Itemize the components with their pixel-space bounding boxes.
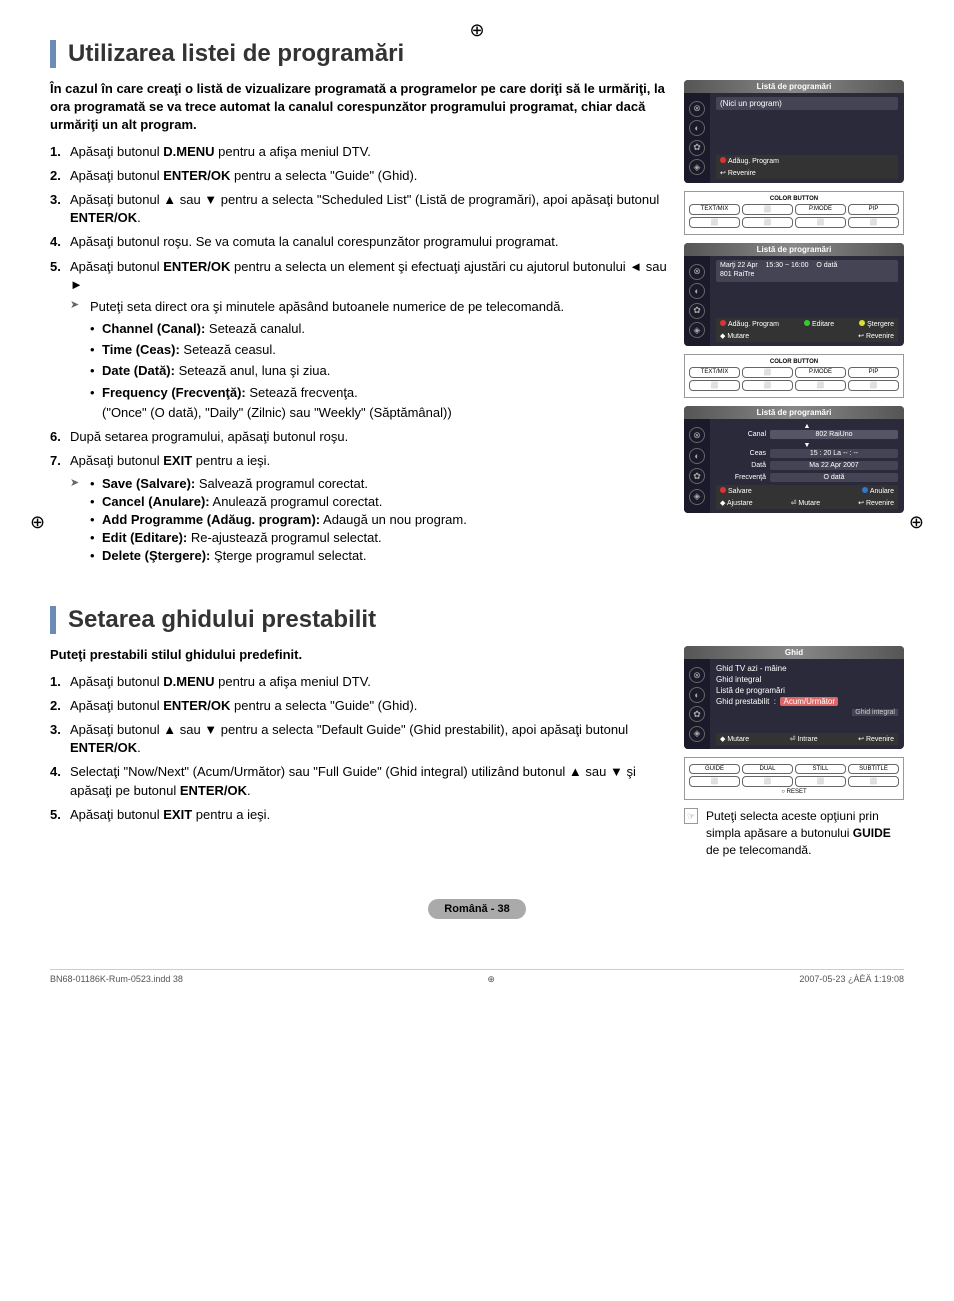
freq-note: ("Once" (O dată), "Daily" (Zilnic) sau "… (102, 404, 669, 422)
step5-note: Puteţi seta direct ora şi minutele apăsâ… (70, 298, 669, 316)
gear-icon: ✿ (689, 140, 705, 156)
gear-icon: ✿ (689, 303, 705, 319)
guide-header: Ghid (684, 646, 904, 659)
remote-partial-1: COLOR BUTTON TEXT/MIX ⬜ P.MODE PIP ⬜ ⬜ ⬜… (684, 191, 904, 235)
crop-mark-top: ⊕ (469, 20, 484, 41)
crop-mark-right: ⊕ (909, 512, 924, 533)
gear-icon: ✿ (689, 706, 705, 722)
tv1-header: Listă de programări (684, 80, 904, 93)
step-7: 7.Apăsaţi butonul EXIT pentru a ieşi. (50, 452, 669, 470)
s2-step-3: 3.Apăsaţi butonul ▲ sau ▼ pentru a selec… (50, 721, 669, 757)
step-4: 4.Apăsaţi butonul roşu. Se va comuta la … (50, 233, 669, 251)
tv-icon: ◐ (689, 283, 705, 299)
remote-r2: ⬜ (742, 217, 793, 228)
crop-mark-left: ⊕ (30, 512, 45, 533)
lang-icon: ◈ (689, 322, 705, 338)
tv-sidebar-3: ⊗ ◐ ✿ ◈ (684, 419, 710, 513)
remote-subtitle-btn: SUBTITLE (848, 764, 899, 774)
tv-screen-1: Listă de programări ⊗ ◐ ✿ ◈ (Nici un pro… (684, 80, 904, 183)
crop-mark-bottom: ⊕ (487, 974, 495, 985)
bullet-date: Date (Dată): Setează anul, luna şi ziua. (90, 362, 669, 380)
lang-icon: ◈ (689, 489, 705, 505)
tv-icon: ◐ (689, 687, 705, 703)
section2-intro: Puteţi prestabili stilul ghidului predef… (50, 646, 669, 664)
bullet-time: Time (Ceas): Setează ceasul. (90, 341, 669, 359)
tv-sidebar-g: ⊗ ◐ ✿ ◈ (684, 659, 710, 749)
section1-intro: În cazul în care creaţi o listă de vizua… (50, 80, 669, 135)
remote-pmode: P.MODE (795, 204, 846, 215)
section1-text: În cazul în care creaţi o listă de vizua… (50, 80, 669, 566)
hint-icon: ☞ (684, 808, 698, 824)
remote-partial-2: COLOR BUTTON TEXT/MIX ⬜ P.MODE PIP ⬜ ⬜ ⬜… (684, 354, 904, 398)
tv-icon: ◐ (689, 448, 705, 464)
bullet-add: Add Programme (Adăug. program): Adaugă u… (90, 512, 669, 527)
footer-filename: BN68-01186K-Rum-0523.indd 38 (50, 974, 183, 985)
remote-guide-btn: GUIDE (689, 764, 740, 774)
guide-hint: ☞ Puteţi selecta aceste opţiuni prin sim… (684, 808, 904, 858)
page-footer: Română - 38 (50, 899, 904, 919)
section2-text: Puteţi prestabili stilul ghidului predef… (50, 646, 669, 858)
remote-r4: ⬜ (848, 217, 899, 228)
section-title-2: Setarea ghidului prestabilit (50, 606, 904, 634)
section-scheduled-list: Utilizarea listei de programări În cazul… (50, 40, 904, 566)
step-5: 5.Apăsaţi butonul ENTER/OK pentru a sele… (50, 258, 669, 423)
remote-dual-btn: DUAL (742, 764, 793, 774)
tv-sidebar: ⊗ ◐ ✿ ◈ (684, 93, 710, 183)
footer-timestamp: 2007-05-23 ¿ÀÈÄ 1:19:08 (799, 974, 904, 985)
tv-screen-guide: Ghid ⊗ ◐ ✿ ◈ Ghid TV azi - mâine Ghid in… (684, 646, 904, 749)
color-button-label: COLOR BUTTON (689, 196, 899, 202)
section-title-1: Utilizarea listei de programări (50, 40, 904, 68)
bullet-cancel: Cancel (Anulare): Anulează programul cor… (90, 494, 669, 509)
globe-icon: ⊗ (689, 427, 705, 443)
bullet-frequency: Frequency (Frecvenţă): Setează frecvenţa… (90, 384, 669, 422)
tv-sidebar-2: ⊗ ◐ ✿ ◈ (684, 256, 710, 346)
tv-icon: ◐ (689, 120, 705, 136)
guide-item-3: Listă de programări (716, 685, 898, 696)
section2-screens: Ghid ⊗ ◐ ✿ ◈ Ghid TV azi - mâine Ghid in… (684, 646, 904, 858)
guide-item-1: Ghid TV azi - mâine (716, 663, 898, 674)
globe-icon: ⊗ (689, 264, 705, 280)
step-2: 2.Apăsaţi butonul ENTER/OK pentru a sele… (50, 167, 669, 185)
lang-icon: ◈ (689, 726, 705, 742)
tv-screen-3: Listă de programări ⊗ ◐ ✿ ◈ ▲ Canal802 R… (684, 406, 904, 513)
remote-textmix: TEXT/MIX (689, 204, 740, 215)
gear-icon: ✿ (689, 468, 705, 484)
tv2-header: Listă de programări (684, 243, 904, 256)
s2-step-4: 4.Selectaţi "Now/Next" (Acum/Următor) sa… (50, 763, 669, 799)
remote-r3: ⬜ (795, 217, 846, 228)
step-1: 1.Apăsaţi butonul D.MENU pentru a afişa … (50, 143, 669, 161)
bullet-delete: Delete (Ştergere): Şterge programul sele… (90, 548, 669, 563)
guide-item-2: Ghid integral (716, 674, 898, 685)
section-default-guide: Setarea ghidului prestabilit Puteţi pres… (50, 606, 904, 858)
bullet-channel: Channel (Canal): Setează canalul. (90, 320, 669, 338)
lang-icon: ◈ (689, 159, 705, 175)
remote-still-btn: STILL (795, 764, 846, 774)
s2-step-2: 2.Apăsaţi butonul ENTER/OK pentru a sele… (50, 697, 669, 715)
guide-sub-item: Ghid integral (852, 709, 898, 716)
page-number-badge: Română - 38 (428, 899, 525, 919)
tv1-none: (Nici un program) (716, 97, 898, 110)
s2-step-1: 1.Apăsaţi butonul D.MENU pentru a afişa … (50, 673, 669, 691)
remote-btn-b: ⬜ (742, 204, 793, 215)
step-3: 3.Apăsaţi butonul ▲ sau ▼ pentru a selec… (50, 191, 669, 227)
remote-pip: PIP (848, 204, 899, 215)
globe-icon: ⊗ (689, 101, 705, 117)
remote-r1: ⬜ (689, 217, 740, 228)
step-6: 6.După setarea programului, apăsaţi buto… (50, 428, 669, 446)
document-footer: BN68-01186K-Rum-0523.indd 38 ⊕ 2007-05-2… (50, 969, 904, 985)
s2-step-5: 5.Apăsaţi butonul EXIT pentru a ieşi. (50, 806, 669, 824)
tv3-header: Listă de programări (684, 406, 904, 419)
section1-screens: Listă de programări ⊗ ◐ ✿ ◈ (Nici un pro… (684, 80, 904, 566)
guide-item-4: Ghid prestabilit : Acum/Următor (716, 696, 898, 707)
remote-partial-guide: GUIDE DUAL STILL SUBTITLE ⬜ ⬜ ⬜ ⬜ ○ RESE… (684, 757, 904, 800)
globe-icon: ⊗ (689, 667, 705, 683)
bullet-edit: Edit (Editare): Re-ajustează programul s… (90, 530, 669, 545)
tv-screen-2: Listă de programări ⊗ ◐ ✿ ◈ Marţi 22 Apr… (684, 243, 904, 346)
bullet-save: Save (Salvare): Salvează programul corec… (90, 476, 669, 491)
